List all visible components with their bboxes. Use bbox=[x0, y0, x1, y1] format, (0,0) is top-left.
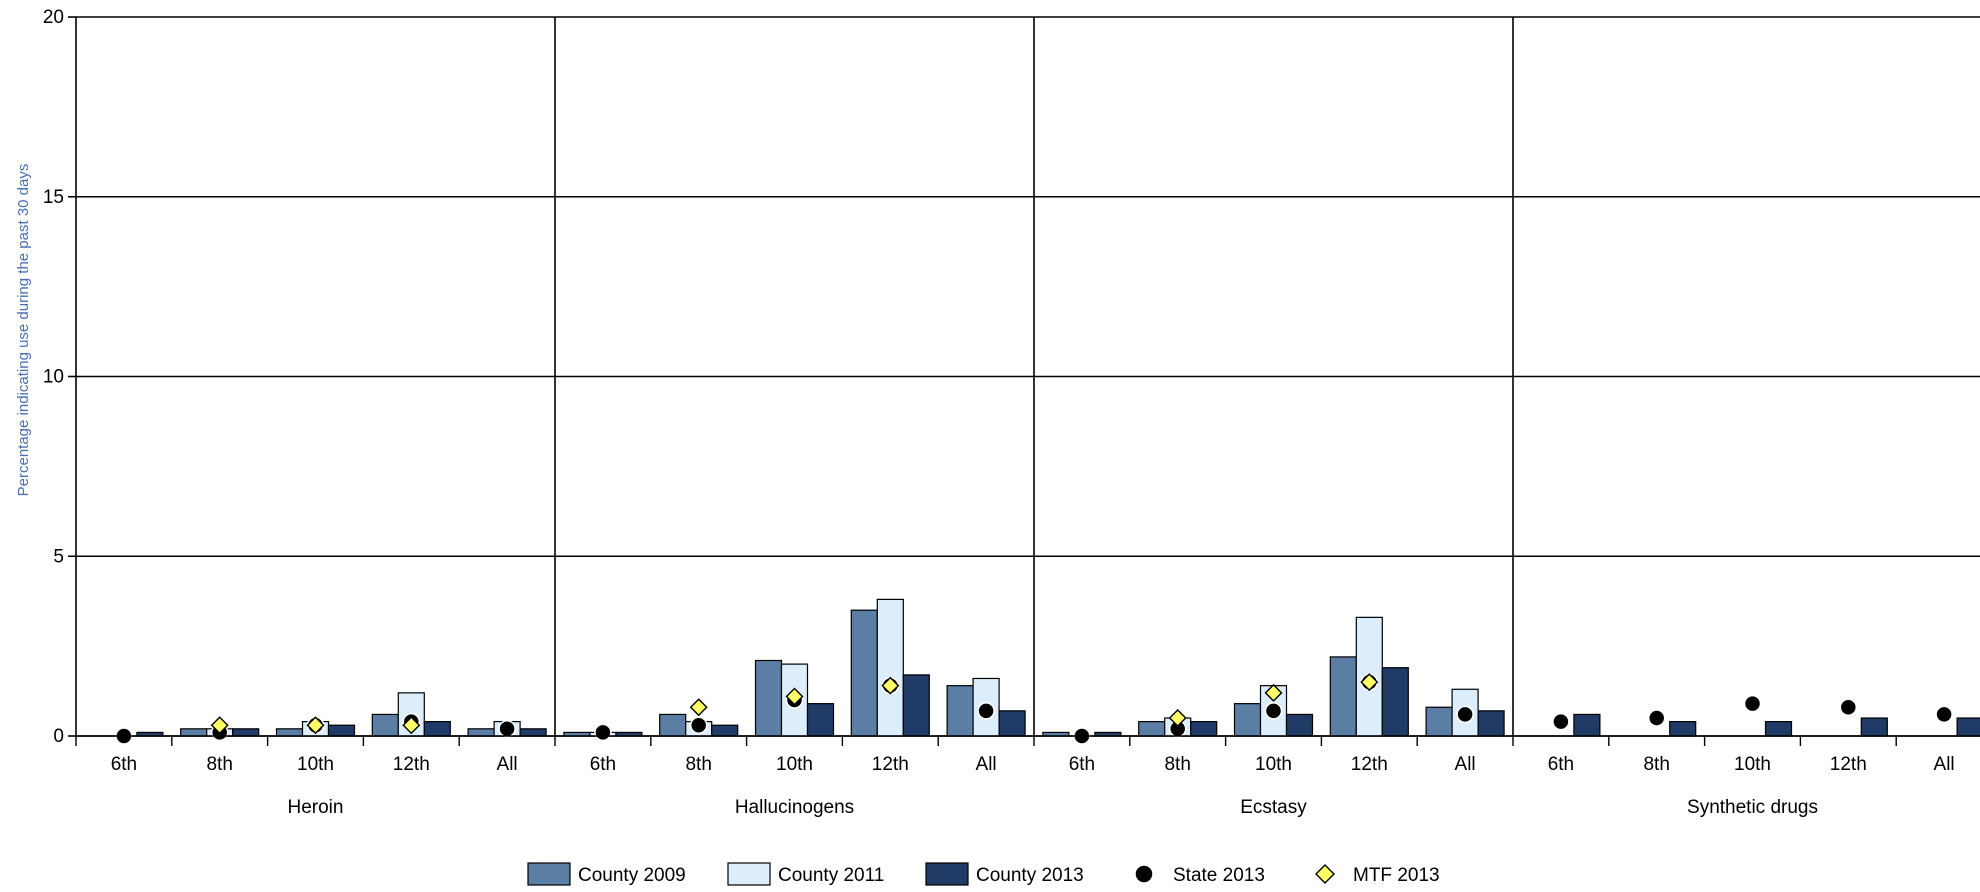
bar bbox=[1764, 721, 1793, 737]
bar bbox=[232, 728, 260, 737]
bar bbox=[659, 713, 687, 737]
bar bbox=[806, 703, 835, 737]
grade-label: 10th bbox=[1255, 754, 1292, 775]
mtf-2013-point bbox=[689, 698, 708, 717]
bar bbox=[998, 710, 1026, 737]
grade-label: 8th bbox=[1164, 754, 1190, 775]
bar bbox=[850, 609, 878, 737]
y-tick-label: 15 bbox=[43, 187, 64, 208]
grade-label: 12th bbox=[393, 754, 430, 775]
grade-label: 10th bbox=[297, 754, 334, 775]
grade-label: All bbox=[1455, 754, 1476, 775]
bar bbox=[180, 728, 208, 737]
grade-label: 6th bbox=[111, 754, 137, 775]
state-2013-point bbox=[1839, 698, 1858, 716]
grade-label: 6th bbox=[590, 754, 616, 775]
y-tick-label: 20 bbox=[43, 7, 64, 28]
grade-label: 8th bbox=[206, 754, 232, 775]
legend-label: MTF 2013 bbox=[1353, 865, 1440, 886]
bar bbox=[1669, 721, 1697, 737]
mtf-2013-point bbox=[1168, 709, 1187, 728]
mtf-2013-point bbox=[402, 716, 421, 735]
group-label: Hallucinogens bbox=[735, 797, 854, 818]
bar bbox=[876, 598, 904, 737]
legend-swatch bbox=[527, 862, 571, 886]
mtf-2013-point bbox=[1360, 673, 1379, 692]
state-2013-point bbox=[594, 723, 612, 742]
y-axis-label: Percentage indicating use during the pas… bbox=[15, 164, 32, 497]
state-2013-point bbox=[689, 716, 708, 734]
bar bbox=[1381, 667, 1409, 737]
bar bbox=[711, 724, 739, 737]
bar bbox=[371, 713, 399, 737]
mtf-2013-point bbox=[881, 676, 900, 695]
bar bbox=[1477, 710, 1505, 737]
bar bbox=[946, 685, 974, 737]
legend-marker bbox=[1134, 864, 1154, 884]
state-2013-point bbox=[1456, 705, 1474, 724]
bar bbox=[1285, 713, 1314, 737]
bar bbox=[1956, 717, 1980, 737]
grade-label: All bbox=[976, 754, 997, 775]
bar bbox=[327, 724, 356, 737]
legend-marker bbox=[1315, 864, 1335, 884]
bar bbox=[902, 674, 930, 737]
grade-label: 10th bbox=[776, 754, 813, 775]
mtf-2013-point bbox=[210, 716, 229, 735]
group-label: Ecstasy bbox=[1240, 797, 1307, 818]
grade-label: 12th bbox=[1351, 754, 1388, 775]
bar bbox=[1860, 717, 1888, 737]
bar bbox=[1573, 713, 1601, 737]
group-label: Synthetic drugs bbox=[1687, 797, 1818, 818]
mtf-2013-point bbox=[1264, 683, 1283, 702]
bar bbox=[1190, 721, 1218, 737]
bar bbox=[1233, 703, 1262, 737]
grade-label: 12th bbox=[872, 754, 909, 775]
grade-label: 8th bbox=[685, 754, 711, 775]
legend-label: State 2013 bbox=[1173, 865, 1265, 886]
bar bbox=[519, 728, 547, 737]
mtf-2013-point bbox=[306, 716, 325, 735]
grade-label: All bbox=[497, 754, 518, 775]
bar bbox=[1329, 656, 1357, 737]
bar bbox=[1138, 721, 1166, 737]
legend-swatch bbox=[925, 862, 969, 886]
y-tick-label: 0 bbox=[53, 726, 64, 747]
legend-label: County 2009 bbox=[578, 865, 686, 886]
grade-label: All bbox=[1934, 754, 1955, 775]
legend-label: County 2013 bbox=[976, 865, 1084, 886]
state-2013-point bbox=[1743, 694, 1762, 713]
bar bbox=[754, 659, 783, 737]
grade-label: 10th bbox=[1734, 754, 1771, 775]
legend-label: County 2011 bbox=[778, 865, 884, 886]
state-2013-point bbox=[977, 702, 995, 720]
state-2013-point bbox=[1264, 702, 1283, 720]
state-2013-point bbox=[498, 720, 516, 738]
y-tick-label: 5 bbox=[53, 546, 64, 567]
group-label: Heroin bbox=[288, 797, 344, 818]
grade-label: 6th bbox=[1069, 754, 1095, 775]
state-2013-point bbox=[1552, 712, 1570, 731]
mtf-2013-point bbox=[785, 687, 804, 706]
bar bbox=[1425, 706, 1453, 737]
grade-label: 8th bbox=[1643, 754, 1669, 775]
grade-label: 6th bbox=[1548, 754, 1574, 775]
state-2013-point bbox=[1935, 705, 1953, 724]
bar bbox=[467, 728, 495, 737]
bar bbox=[423, 721, 451, 737]
y-tick-label: 10 bbox=[43, 367, 64, 388]
legend-swatch bbox=[727, 862, 771, 886]
grade-label: 12th bbox=[1830, 754, 1867, 775]
state-2013-point bbox=[1647, 709, 1666, 727]
bar bbox=[275, 728, 304, 737]
